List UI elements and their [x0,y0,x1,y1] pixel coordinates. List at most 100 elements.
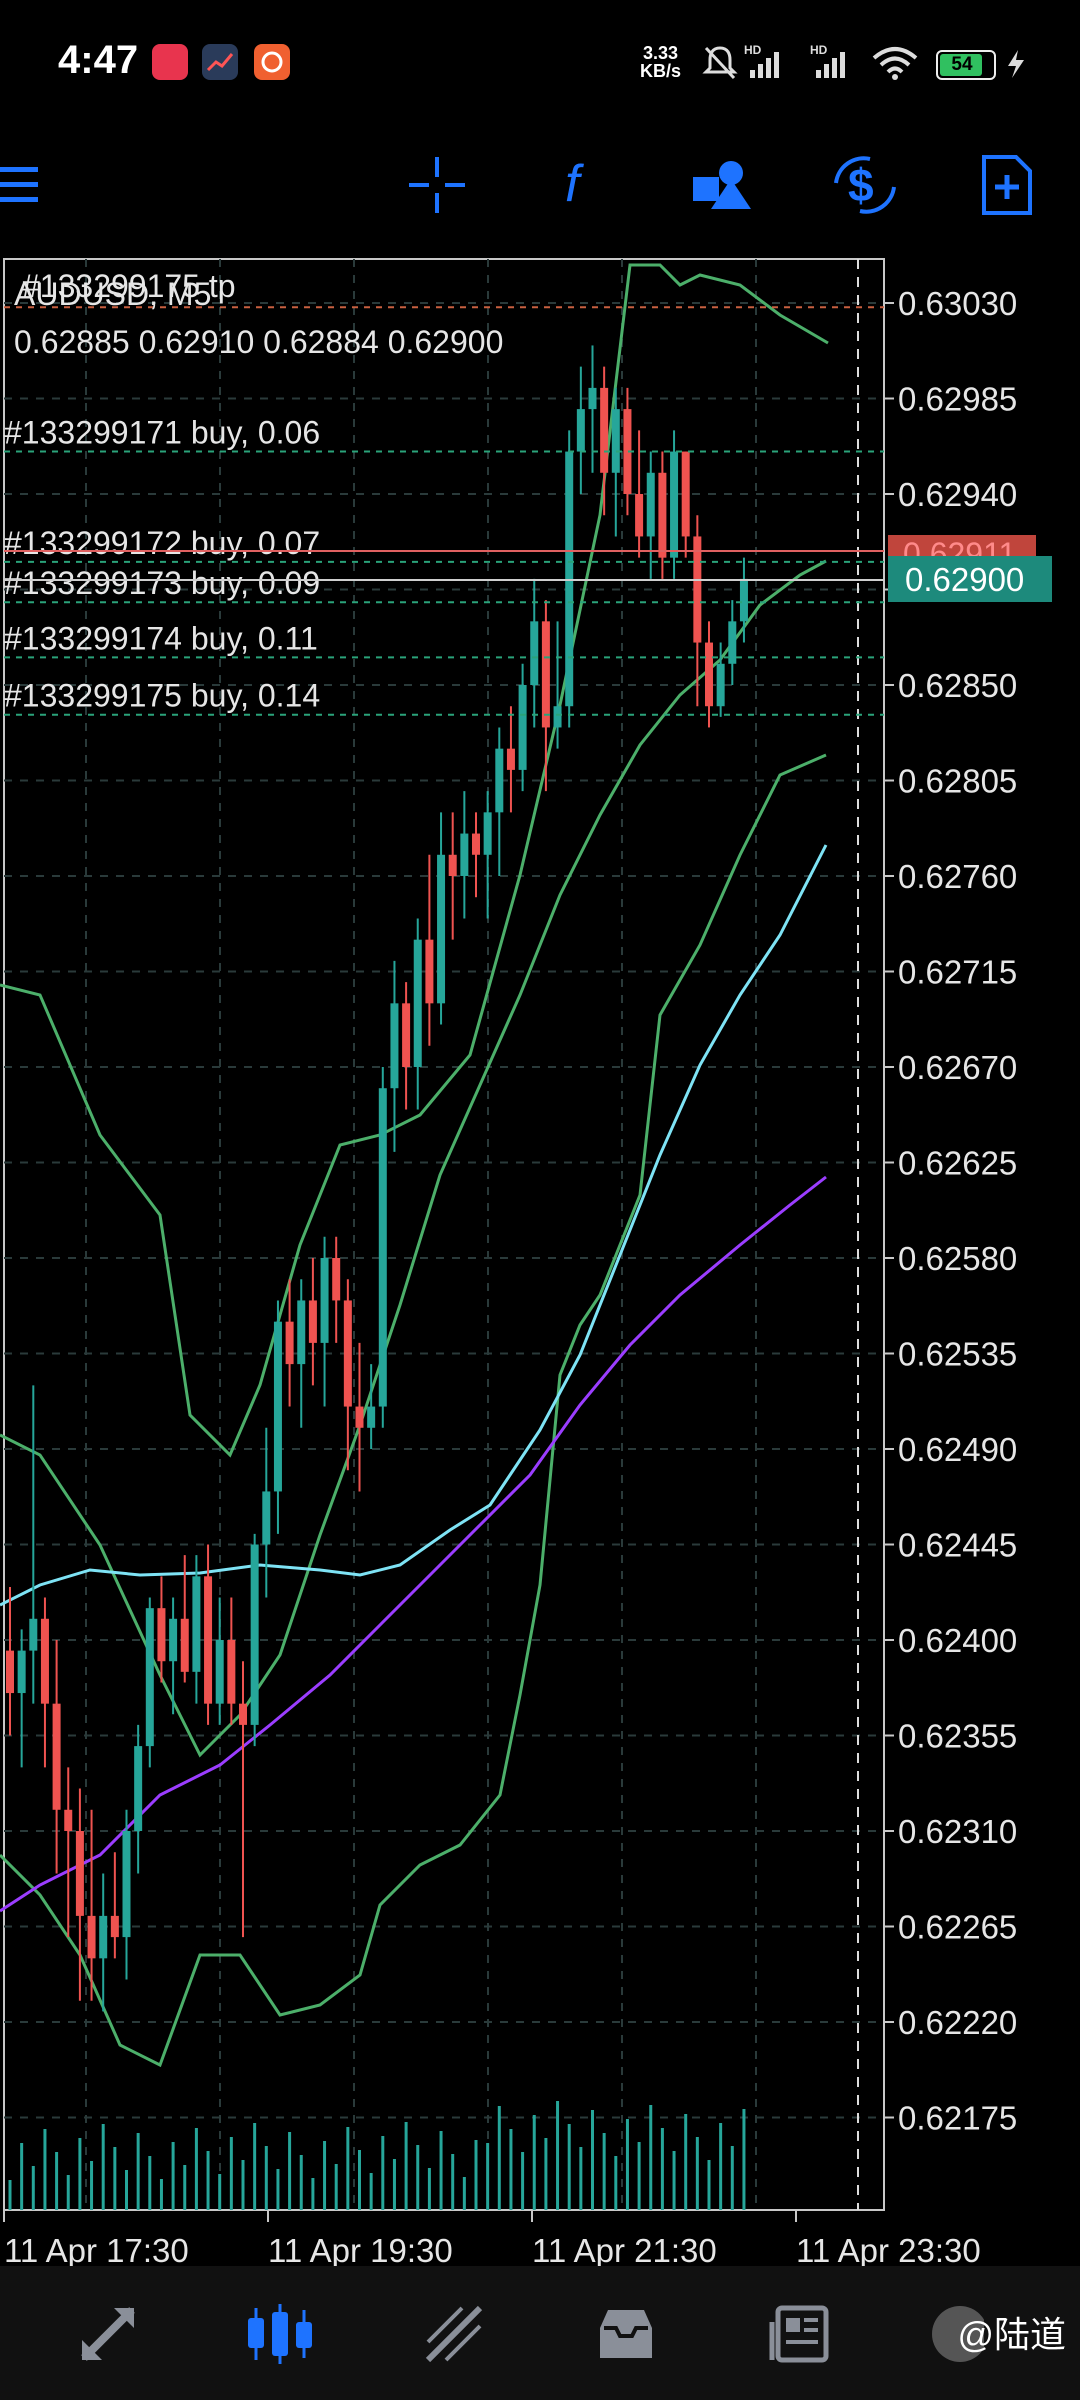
svg-text:f: f [565,155,584,213]
candle-body[interactable] [658,472,667,558]
symbol-label: AUDUSD, M5 [14,276,211,312]
candle-body[interactable] [122,1831,131,1938]
candle-body[interactable] [110,1915,119,1938]
history-icon[interactable] [586,2294,666,2374]
y-tick-label: 0.62175 [898,2100,1017,2137]
candle-body[interactable] [635,494,644,537]
y-tick-label: 0.62670 [898,1049,1017,1086]
y-tick-label: 0.62850 [898,667,1017,704]
news-icon[interactable] [760,2294,840,2374]
chart-toolbar: f $ [0,130,1080,240]
quotes-icon[interactable] [68,2294,148,2374]
candle-body[interactable] [239,1703,247,1725]
candle-body[interactable] [40,1618,49,1704]
candle-body[interactable] [192,1576,201,1672]
candle-body[interactable] [681,451,690,537]
candle-body[interactable] [308,1300,317,1343]
y-tick-label: 0.62760 [898,858,1017,895]
candle-body[interactable] [495,748,504,813]
candle-body[interactable] [367,1406,376,1428]
chart-canvas[interactable]: 0.630300.629850.629400.628950.628500.628… [0,255,1080,2275]
candle-body[interactable] [99,1915,108,1959]
candle-body[interactable] [169,1618,178,1662]
candle-body[interactable] [390,1003,399,1089]
candle-body[interactable] [320,1258,329,1343]
bottom-navigation: @陆道 [0,2266,1080,2400]
candle-body[interactable] [29,1618,38,1651]
candle-body[interactable] [483,812,492,855]
candle-body[interactable] [413,939,422,1067]
x-tick-label: 11 Apr 21:30 [532,2232,717,2269]
candle-body[interactable] [518,685,527,770]
order-label[interactable]: #133299172 buy, 0.07 [4,525,320,561]
candle-body[interactable] [541,621,550,728]
mute-icon [702,46,738,80]
crosshair-icon[interactable] [402,150,472,220]
candle-body[interactable] [52,1703,61,1810]
tp-label[interactable]: #133299175 tp [22,268,236,304]
candle-body[interactable] [670,451,679,558]
candle-body[interactable] [332,1258,341,1301]
chart-icon[interactable] [240,2294,320,2374]
ma-fast-line [0,844,828,1607]
trade-nav-icon[interactable] [414,2294,494,2374]
candle-body[interactable] [693,536,702,643]
new-order-icon[interactable] [972,150,1042,220]
candle-body[interactable] [506,748,515,770]
candle-body[interactable] [355,1406,364,1428]
candle-body[interactable] [285,1321,294,1365]
candle-body[interactable] [437,854,446,1004]
candle-body[interactable] [472,833,480,855]
candle-body[interactable] [646,472,655,537]
svg-text:HD: HD [810,43,828,57]
candle-body[interactable] [600,387,609,473]
price-chart[interactable]: 0.630300.629850.629400.628950.628500.628… [0,255,1080,2275]
candle-body[interactable] [378,1088,387,1407]
function-icon[interactable]: f [544,150,614,220]
candle-body[interactable] [343,1300,352,1407]
candle-body[interactable] [204,1576,213,1704]
y-tick-label: 0.62220 [898,2004,1017,2041]
candle-body[interactable] [87,1915,96,1959]
clock: 4:47 [58,38,139,82]
candle-body[interactable] [262,1491,271,1545]
candle-body[interactable] [565,451,574,707]
candle-body[interactable] [157,1608,166,1662]
candle-body[interactable] [623,409,632,494]
candle-body[interactable] [297,1300,306,1365]
candle-body[interactable] [250,1544,259,1725]
candle-body[interactable] [716,663,725,707]
candle-body[interactable] [227,1640,236,1704]
candle-body[interactable] [134,1746,143,1831]
candle-body[interactable] [460,833,469,876]
candle-body[interactable] [728,621,737,664]
candle-body[interactable] [425,939,434,1004]
candle-body[interactable] [553,706,562,728]
candle-body[interactable] [588,387,597,410]
candle-body[interactable] [611,409,620,473]
candle-body[interactable] [6,1650,14,1694]
candle-body[interactable] [739,578,748,622]
candle-body[interactable] [145,1608,154,1747]
x-tick-label: 11 Apr 19:30 [268,2232,453,2269]
chart-app-icon [202,44,238,80]
candle-body[interactable] [75,1831,84,1916]
candle-body[interactable] [215,1640,224,1704]
candle-body[interactable] [530,621,539,685]
order-label[interactable]: #133299173 buy, 0.09 [4,565,320,601]
objects-icon[interactable] [686,150,756,220]
settings-icon[interactable] [912,2294,992,2374]
menu-icon[interactable] [0,150,48,220]
trade-icon[interactable]: $ [830,150,900,220]
candle-body[interactable] [17,1650,26,1694]
candle-body[interactable] [64,1809,73,1831]
order-label[interactable]: #133299174 buy, 0.11 [4,620,318,656]
order-label[interactable]: #133299175 buy, 0.14 [4,678,320,714]
candle-body[interactable] [448,854,457,876]
candle-body[interactable] [576,409,585,452]
candle-body[interactable] [273,1321,282,1492]
candle-body[interactable] [402,1003,411,1067]
order-label[interactable]: #133299171 buy, 0.06 [4,415,320,451]
candle-body[interactable] [180,1618,189,1672]
candle-body[interactable] [705,642,713,707]
